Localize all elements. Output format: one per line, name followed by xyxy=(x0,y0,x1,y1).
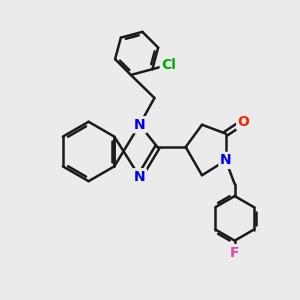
Text: N: N xyxy=(220,153,232,167)
Text: O: O xyxy=(238,115,250,129)
Text: N: N xyxy=(134,118,146,132)
Text: N: N xyxy=(134,170,146,184)
Text: Cl: Cl xyxy=(161,58,176,72)
Text: F: F xyxy=(230,245,239,260)
